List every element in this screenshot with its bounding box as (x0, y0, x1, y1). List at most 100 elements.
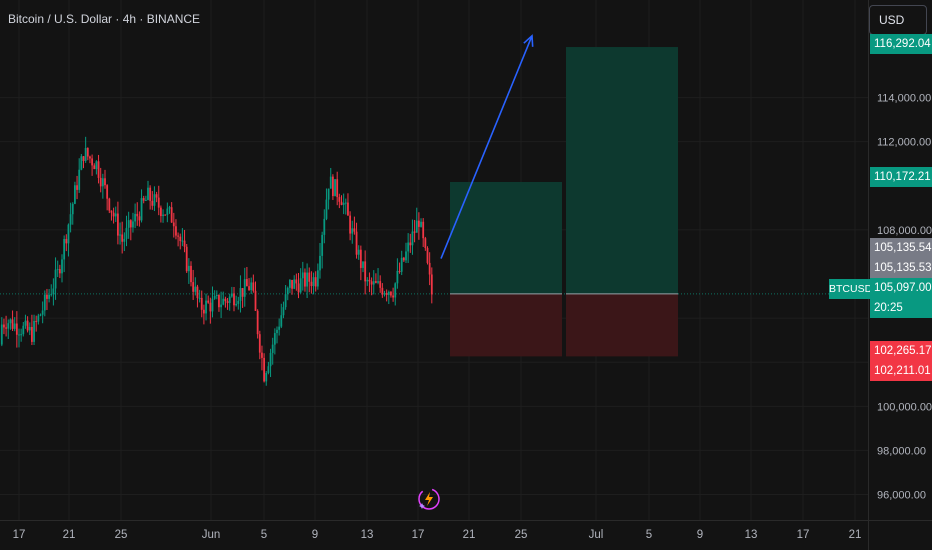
candle-body (54, 269, 57, 289)
candle-body (5, 327, 7, 329)
candle-body (213, 295, 216, 299)
candle-body (218, 294, 220, 308)
loss-zone-2[interactable] (566, 293, 678, 357)
candle-body (198, 297, 201, 299)
candle-body (26, 320, 29, 331)
candle-body (351, 228, 354, 234)
price-tick-label: 112,000.00 (877, 137, 931, 149)
candle-body (347, 202, 349, 216)
price-axis[interactable]: 96,000.00 98,000.00 100,000.00 108,000.00 11… (868, 0, 932, 550)
candle-body (140, 198, 143, 221)
candle-body (24, 320, 27, 326)
candle-body (390, 291, 392, 296)
high-price-badge-b: 105,135.53 (870, 258, 932, 278)
candle-body (355, 231, 358, 255)
candle-body (48, 294, 50, 299)
candle-body (239, 288, 242, 301)
candle-body (108, 198, 111, 211)
time-tick-label: 25 (515, 529, 528, 541)
candle-body (424, 238, 427, 249)
candle-body (383, 293, 386, 295)
price-tick-label: 108,000.00 (877, 225, 932, 237)
time-tick-label: 21 (463, 529, 476, 541)
candle-body (306, 272, 308, 287)
arrow-shaft (440, 35, 533, 259)
candle-body (248, 286, 250, 291)
candle-body (428, 262, 431, 275)
candle-body (338, 197, 341, 202)
candle-body (185, 246, 188, 272)
loss-zone-1[interactable] (450, 293, 562, 357)
time-tick-label: 13 (745, 529, 758, 541)
candle-body (168, 207, 171, 209)
candle-body (144, 199, 147, 201)
candle-body (11, 319, 14, 329)
time-tick-label: 9 (312, 529, 318, 541)
candle-body (297, 283, 300, 293)
candle-body (37, 315, 40, 322)
candle-body (304, 272, 306, 287)
price-tick-label: 114,000.00 (877, 93, 931, 105)
candle-body (254, 290, 257, 311)
price-tick-label: 100,000.00 (877, 401, 932, 413)
candle-body (33, 320, 35, 342)
candle-body (282, 307, 285, 316)
candle-body (372, 281, 375, 285)
time-tick-label: 21 (849, 529, 862, 541)
candle-body (129, 220, 132, 228)
candle-body (31, 327, 33, 342)
projection-arrow[interactable] (440, 34, 534, 259)
candle-body (166, 208, 169, 215)
candle-body (112, 212, 115, 217)
candle-body (65, 238, 68, 244)
candle-body (353, 228, 356, 232)
candle-body (95, 161, 98, 170)
profit-zone-2[interactable] (566, 47, 678, 294)
candle-body (119, 234, 121, 236)
candle-body (325, 199, 328, 219)
candle-body (228, 296, 231, 303)
candle-body (138, 216, 141, 221)
candle-body (377, 281, 379, 283)
candle-body (316, 270, 319, 287)
candle-body (400, 257, 403, 272)
candle-body (9, 319, 12, 324)
candle-body (211, 298, 214, 312)
profit-zone-1[interactable] (450, 181, 562, 294)
lightning-sparkle-icon[interactable] (417, 487, 441, 511)
candle-body (230, 293, 233, 297)
candle-body (308, 272, 311, 282)
candle-body (398, 270, 401, 272)
candle-body (104, 178, 106, 186)
candle-body (366, 279, 369, 282)
candle-body (162, 214, 164, 217)
candle-body (80, 156, 83, 170)
candle-body (359, 249, 362, 268)
time-tick-label: 5 (261, 529, 267, 541)
candle-body (375, 281, 377, 283)
time-tick-label: 17 (13, 529, 26, 541)
candle-body (7, 323, 10, 329)
candle-body (97, 161, 100, 178)
candle-body (256, 310, 259, 335)
candle-body (241, 288, 244, 297)
position-zones (450, 47, 678, 357)
candle-body (342, 202, 345, 205)
candle-body (153, 194, 156, 206)
candle-body (370, 281, 373, 285)
currency-button[interactable]: USD (869, 5, 927, 35)
candle-body (41, 310, 44, 315)
time-axis[interactable]: 17 21 25 Jun 5 9 13 17 21 25 Jul 5 9 13 17 21 (13, 529, 862, 541)
time-tick-label: 5 (646, 529, 652, 541)
symbol-title[interactable]: Bitcoin / U.S. Dollar · 4h · BINANCE (8, 12, 201, 26)
candle-body (291, 279, 293, 289)
candle-body (136, 213, 139, 217)
candle-body (235, 303, 238, 306)
current-price-badge: 105,097.00 (870, 278, 932, 298)
candle-body (205, 300, 207, 314)
candle-body (340, 201, 343, 205)
candle-body (177, 235, 179, 237)
candle-body (310, 281, 313, 287)
candle-body (387, 291, 390, 295)
